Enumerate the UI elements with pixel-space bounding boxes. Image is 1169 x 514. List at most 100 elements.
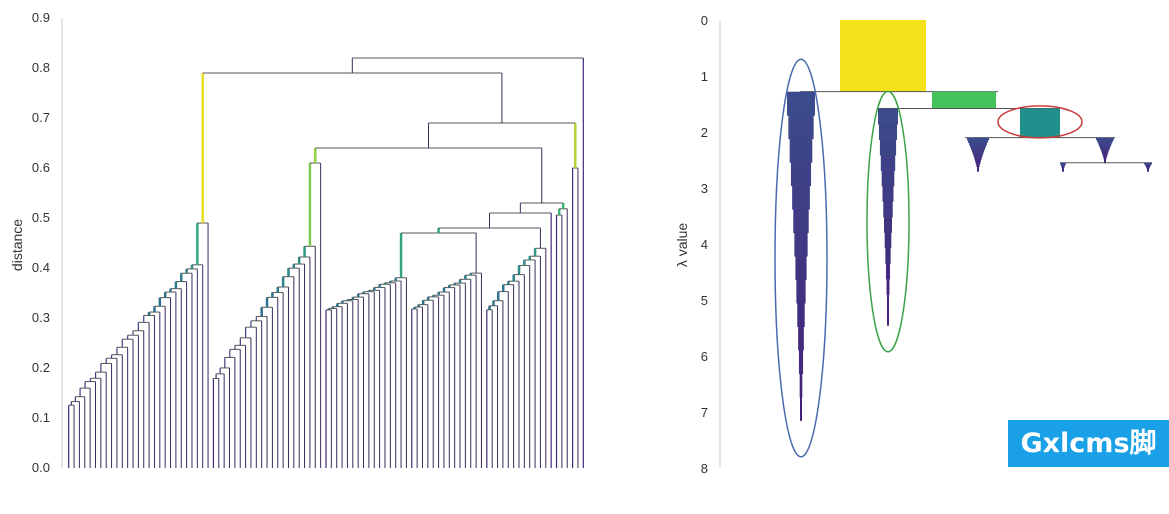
selection-ring [774, 58, 828, 458]
cluster-icicle-tiny [1147, 170, 1149, 172]
cluster-icicle-mid [887, 309, 889, 326]
cluster-icicle-tiny [1145, 165, 1151, 167]
cluster-icicle-tiny [1144, 164, 1152, 166]
y-tick-label: 0.8 [32, 60, 50, 75]
cluster-icicle-tiny [1062, 169, 1064, 171]
cluster-icicle-tiny [1144, 162, 1152, 164]
cluster-icicle-tiny [1062, 167, 1064, 169]
cluster-icicle-mid [881, 170, 895, 187]
cluster-icicle-tiny [1062, 170, 1064, 172]
condensed-tree-chart: λ value 0 1 2 3 4 5 6 7 8 [674, 13, 1152, 476]
cluster-icicle-small [1096, 137, 1114, 140]
cluster-icicle-small [1100, 148, 1110, 151]
cluster-icicle-tiny [1146, 166, 1150, 168]
cluster-icicle-left [788, 115, 814, 140]
lambda-tick-label: 1 [701, 69, 708, 84]
cluster-icicle-small [1102, 152, 1108, 155]
cluster-icicle-left [800, 396, 802, 421]
y-tick-label: 0.0 [32, 460, 50, 475]
cluster-icicle-tiny [1060, 164, 1066, 166]
y-tick-label: 0.3 [32, 310, 50, 325]
lambda-tick-label: 6 [701, 349, 708, 364]
cluster-icicle-small [968, 140, 988, 143]
lambda-tick-label: 8 [701, 461, 708, 476]
cluster-icicle-small [1097, 141, 1113, 144]
lambda-tick-label: 2 [701, 125, 708, 140]
cluster-icicle-tiny [1146, 167, 1150, 169]
cluster-icicle-small [1098, 143, 1112, 146]
cluster-icicle-mid [887, 294, 889, 311]
y-tick-label: 0.1 [32, 410, 50, 425]
cluster-icicle-mid [885, 263, 891, 280]
y-axis-ticks: 0.0 0.1 0.2 0.3 0.4 0.5 0.6 0.7 0.8 0.9 [32, 10, 63, 475]
watermark-logo: Gxlcms脚本 [1008, 420, 1169, 506]
selection-ring [866, 90, 910, 353]
dendrogram-chart: distance 0.0 0.1 0.2 0.3 0.4 0.5 0.6 0.7 0.8 0.9 [9, 10, 584, 475]
cluster-icicle-mid [882, 185, 894, 202]
cluster-icicle-small [1099, 144, 1111, 148]
highlight-ring [997, 105, 1083, 139]
cluster-icicle-mid [878, 108, 898, 125]
cluster-icicle-small [969, 142, 987, 146]
cluster-icicle-tiny [1145, 165, 1151, 167]
y-tick-label: 0.7 [32, 110, 50, 125]
dendrogram-panel: distance 0.0 0.1 0.2 0.3 0.4 0.5 0.6 0.7 0.8 0.9 [0, 0, 600, 482]
cluster-icicle-left [789, 138, 813, 163]
lambda-tick-label: 4 [701, 237, 708, 252]
y-axis-title: distance [9, 219, 25, 271]
cluster-icicle-mid [886, 278, 890, 295]
cluster-icicle-small [970, 144, 986, 148]
condensed-tree-panel: λ value 0 1 2 3 4 5 6 7 8 [660, 0, 1169, 482]
cluster-teal-block [1020, 108, 1060, 138]
lambda-axis-ticks: 0 1 2 3 4 5 6 7 8 [701, 13, 721, 476]
y-axis-title-lambda: λ value [674, 223, 690, 268]
y-tick-label: 0.4 [32, 260, 50, 275]
cluster-icicle-small [1103, 157, 1107, 160]
cluster-icicle-small [976, 166, 980, 170]
cluster-icicle-small [972, 152, 984, 155]
cluster-icicle-mid [878, 123, 898, 140]
cluster-icicle-small [971, 149, 985, 153]
cluster-icicle-small [971, 147, 985, 151]
cluster-icicle-left [790, 162, 812, 187]
cluster-icicle-tiny [1060, 164, 1066, 166]
cluster-icicle-left [795, 256, 807, 281]
cluster-icicle-left [797, 303, 805, 327]
cluster-icicle-mid [884, 216, 892, 233]
cluster-icicle-small [974, 156, 982, 160]
cluster-icicle-tiny [1144, 163, 1152, 165]
cluster-green-block [932, 91, 996, 109]
lambda-tick-label: 7 [701, 405, 708, 420]
cluster-icicle-mid [883, 201, 893, 218]
cluster-root-block [840, 20, 926, 92]
cluster-icicle-tiny [1146, 168, 1150, 170]
cluster-icicle-small [967, 137, 989, 141]
cluster-icicle-left [796, 279, 806, 304]
cluster-icicle-tiny [1062, 168, 1064, 170]
cluster-icicle-tiny [1062, 170, 1064, 172]
cluster-icicle-mid [880, 154, 896, 171]
y-tick-label: 0.2 [32, 360, 50, 375]
cluster-icicle-left [787, 91, 815, 116]
cluster-icicle-tiny [1147, 169, 1149, 171]
cluster-icicle-left [798, 349, 804, 374]
cluster-icicle-tiny [1146, 167, 1150, 169]
lambda-tick-label: 3 [701, 181, 708, 196]
cluster-icicle-small [1104, 159, 1106, 162]
lambda-tick-label: 0 [701, 13, 708, 28]
cluster-icicle-tiny [1061, 165, 1065, 167]
cluster-icicle-small [1101, 150, 1109, 153]
y-tick-label: 0.9 [32, 10, 50, 25]
cluster-icicle-small [1096, 139, 1114, 142]
cluster-icicle-small [1102, 153, 1108, 157]
cluster-icicle-tiny [1061, 167, 1065, 169]
cluster-icicle-tiny [1147, 170, 1149, 172]
cluster-icicle-left [792, 185, 810, 210]
lambda-tick-label: 5 [701, 293, 708, 308]
y-tick-label: 0.6 [32, 160, 50, 175]
cluster-icicle-left [794, 232, 808, 257]
cluster-icicle-mid [884, 232, 892, 249]
cluster-icicle-small [976, 164, 980, 167]
cluster-icicle-mid [885, 247, 891, 264]
cluster-icicle-tiny [1061, 166, 1065, 168]
